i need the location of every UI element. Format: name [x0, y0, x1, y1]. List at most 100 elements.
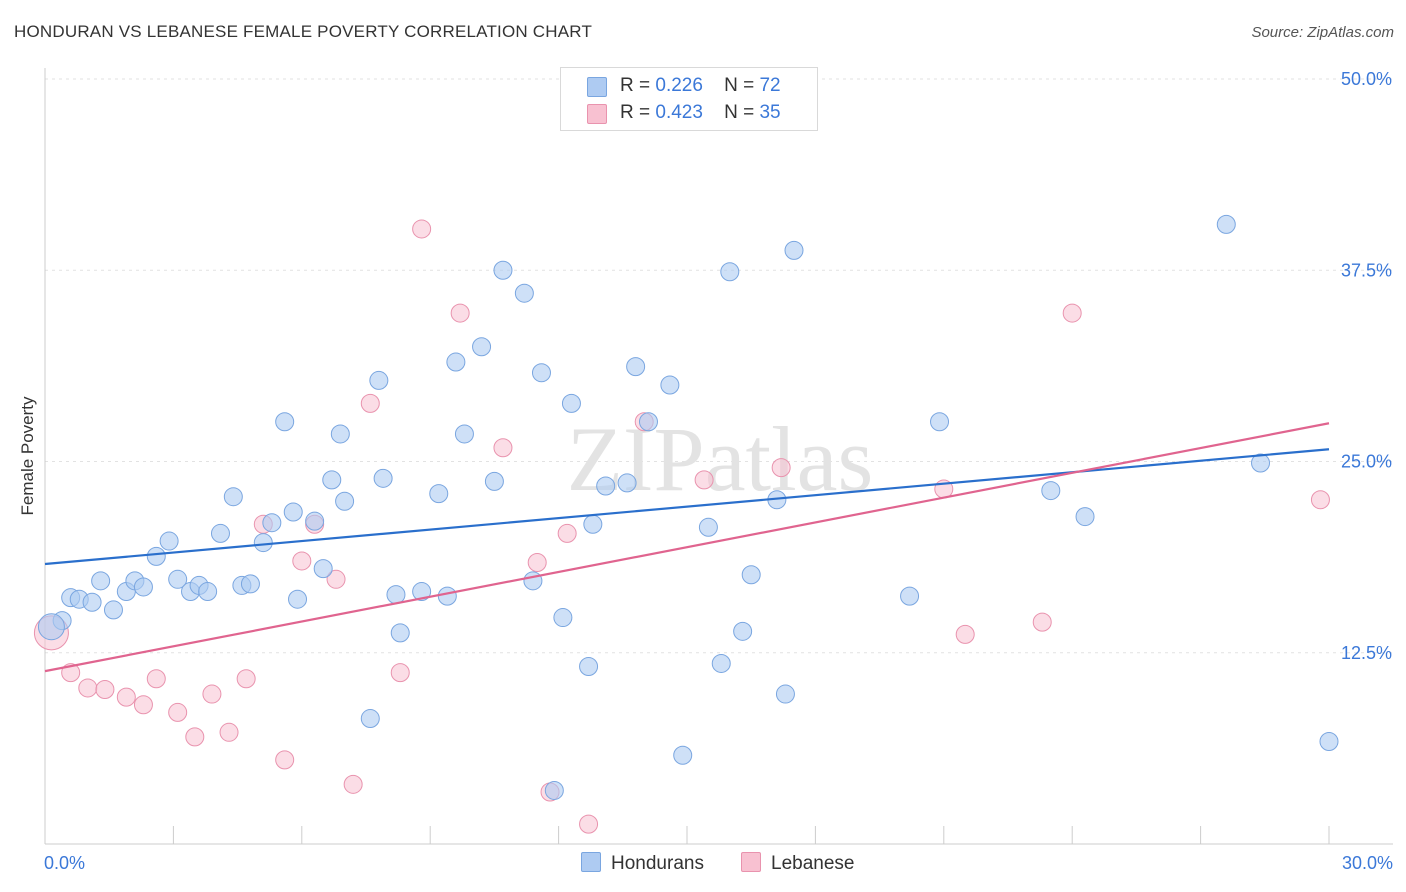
honduran-point [223, 487, 243, 507]
honduran-point [369, 370, 389, 390]
honduran-point [673, 745, 693, 765]
lebanese-point [1310, 490, 1330, 510]
honduran-point [198, 582, 218, 602]
honduran-point [146, 546, 166, 566]
lebanese-swatch [741, 852, 761, 872]
legend-n-label: N = [724, 102, 755, 123]
lebanese-point [219, 722, 239, 742]
lebanese-point [557, 523, 577, 543]
x-tick-label: 30.0% [1342, 853, 1393, 873]
honduran-point [322, 470, 342, 490]
honduran-point [330, 424, 350, 444]
honduran-point [373, 468, 393, 488]
honduran-point [775, 684, 795, 704]
honduran-point [159, 531, 179, 551]
lebanese-point [133, 695, 153, 715]
honduran-point [596, 476, 616, 496]
honduran-point [617, 473, 637, 493]
honduran-point [446, 352, 466, 372]
legend-n-label: N = [724, 75, 755, 96]
axis-labels: 12.5% 25.0% 37.5% 50.0% 0.0% 30.0% Female Pove… [18, 69, 1393, 873]
honduran-point [37, 613, 65, 641]
lebanese-point [236, 669, 256, 689]
honduran-point [733, 621, 753, 641]
honduran-point [133, 577, 153, 597]
lebanese-point [343, 774, 363, 794]
correlation-legend: R = 0.226 N = 72 R = 0.423 N = 35 [560, 67, 818, 131]
lebanese-point [579, 814, 599, 834]
hondurans-trend-line [44, 448, 1330, 566]
honduran-point [386, 585, 406, 605]
lebanese-point [146, 669, 166, 689]
honduran-point [1216, 214, 1236, 234]
honduran-point [262, 513, 282, 533]
honduran-point [429, 484, 449, 504]
legend-r-label: R = [620, 75, 651, 96]
honduran-point [103, 600, 123, 620]
honduran-point [288, 589, 308, 609]
lebanese-point [493, 438, 513, 458]
lebanese-point [771, 458, 791, 478]
honduran-point [493, 260, 513, 280]
honduran-point [561, 393, 581, 413]
hondurans-points [37, 214, 1339, 800]
trend-lines [44, 422, 1330, 673]
lebanese-label: Lebanese [771, 853, 855, 874]
honduran-point [1319, 731, 1339, 751]
honduran-point [531, 363, 551, 383]
honduran-point [544, 780, 564, 800]
honduran-point [313, 559, 333, 579]
legend-n-value: 35 [759, 102, 781, 123]
y-axis-title: Female Poverty [18, 396, 37, 516]
lebanese-points [33, 219, 1330, 834]
lebanese-point [1062, 303, 1082, 323]
lebanese-point [116, 687, 136, 707]
honduran-point [472, 337, 492, 357]
honduran-point [698, 517, 718, 537]
legend-n-value: 72 [759, 75, 781, 96]
honduran-point [720, 262, 740, 282]
honduran-point [283, 502, 303, 522]
honduran-point [930, 412, 950, 432]
honduran-point [579, 657, 599, 677]
honduran-point [784, 240, 804, 260]
legend-item-hondurans: Hondurans [581, 852, 704, 875]
y-tick-label: 12.5% [1341, 643, 1392, 663]
y-tick-label: 37.5% [1341, 260, 1392, 280]
axes [44, 68, 1393, 845]
hondurans-swatch [587, 77, 607, 97]
honduran-point [390, 623, 410, 643]
honduran-point [553, 608, 573, 628]
honduran-point [638, 412, 658, 432]
honduran-point [91, 571, 111, 591]
honduran-point [412, 582, 432, 602]
honduran-point [484, 471, 504, 491]
lebanese-point [95, 679, 115, 699]
lebanese-point [527, 552, 547, 572]
honduran-point [1041, 481, 1061, 501]
honduran-point [360, 709, 380, 729]
lebanese-point [450, 303, 470, 323]
source-note: Source: ZipAtlas.com [1251, 24, 1394, 41]
legend-r-value: 0.226 [655, 75, 703, 96]
legend-r-value: 0.423 [655, 102, 703, 123]
lebanese-point [412, 219, 432, 239]
honduran-point [210, 523, 230, 543]
honduran-point [1075, 507, 1095, 527]
honduran-point [626, 357, 646, 377]
x-tick-label: 0.0% [44, 853, 85, 873]
legend-r-label: R = [620, 102, 651, 123]
honduran-point [711, 653, 731, 673]
lebanese-trend-line [44, 422, 1330, 673]
honduran-point [583, 514, 603, 534]
honduran-point [335, 491, 355, 511]
lebanese-point [390, 663, 410, 683]
honduran-point [1251, 453, 1271, 473]
lebanese-point [955, 624, 975, 644]
chart-title: HONDURAN VS LEBANESE FEMALE POVERTY CORR… [14, 22, 593, 41]
honduran-point [660, 375, 680, 395]
lebanese-point [292, 551, 312, 571]
honduran-point [240, 574, 260, 594]
honduran-point [514, 283, 534, 303]
